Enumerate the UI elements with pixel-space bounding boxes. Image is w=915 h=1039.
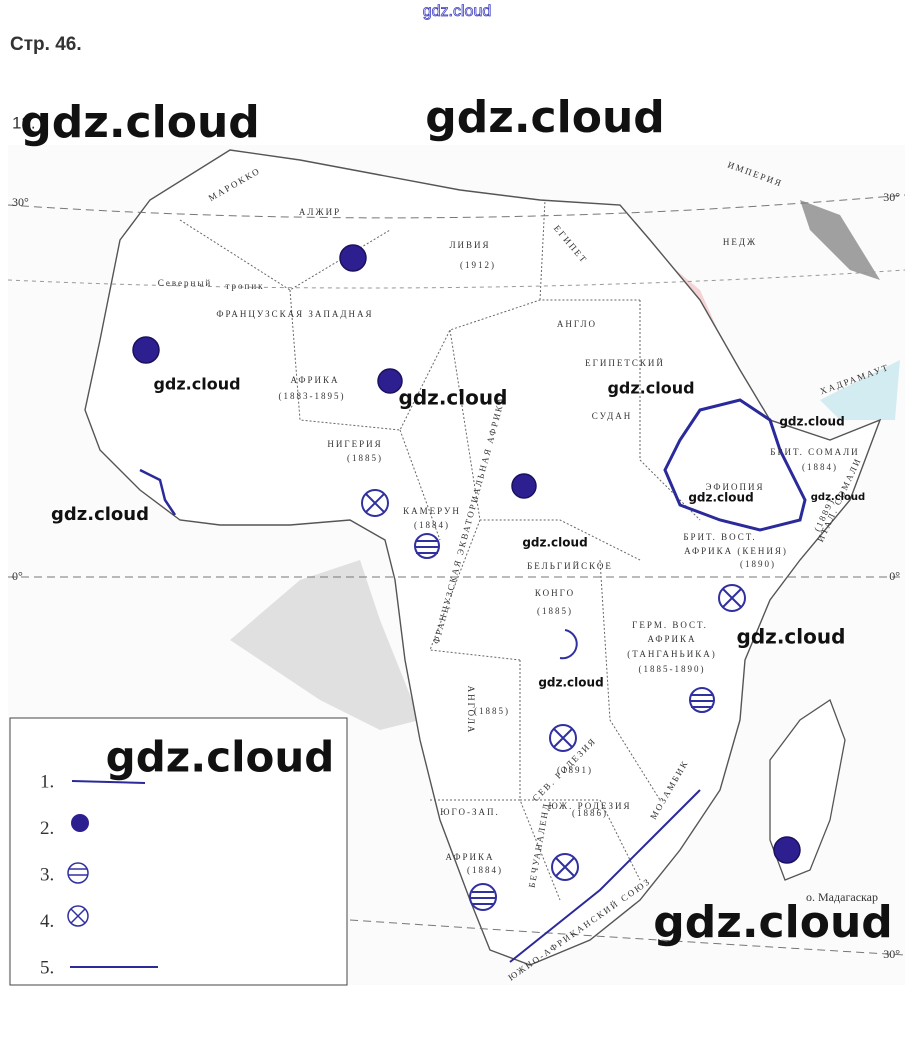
region-label: АФРИКА <box>290 375 339 385</box>
region-label: ЭФИОПИЯ <box>705 482 764 492</box>
legend-label: 1. <box>40 771 54 792</box>
watermark: gdz.cloud <box>653 897 893 948</box>
region-label: (1885) <box>537 606 573 616</box>
legend-label: 4. <box>40 911 54 932</box>
borders <box>179 199 701 901</box>
region-label: АФРИКА (КЕНИЯ) <box>684 546 788 556</box>
region-label: АФРИКА <box>647 634 696 644</box>
legend-label: 5. <box>40 957 54 978</box>
filled-marker <box>132 336 160 364</box>
filled-marker <box>339 244 367 272</box>
region-label: Северный <box>158 278 212 288</box>
watermark: gdz.cloud <box>51 504 149 525</box>
filled-marker <box>377 368 403 394</box>
region-label: АЛЖИР <box>299 207 341 217</box>
gulf-aden <box>820 360 900 420</box>
parallel-label: 30° <box>883 190 900 204</box>
island-label: о. Мадагаскар <box>806 890 878 904</box>
region-label: (1884) <box>802 462 838 472</box>
region-label: НИГЕРИЯ <box>327 439 382 449</box>
legend-filled <box>71 814 89 832</box>
page-number: Стр. 46. <box>10 34 82 55</box>
watermark: gdz.cloud <box>399 386 508 410</box>
watermark: gdz.cloud <box>20 97 260 148</box>
region-label: КАМЕРУН <box>403 506 461 516</box>
region-label: СУДАН <box>592 411 633 421</box>
crossed-marker <box>551 853 579 881</box>
crossed-marker <box>718 584 746 612</box>
watermark: gdz.cloud <box>153 375 240 394</box>
legend-box <box>9 717 348 986</box>
africa-outline <box>84 149 882 966</box>
parallel-label: 0° <box>12 569 23 583</box>
region-label: АНГЛО <box>557 319 597 329</box>
watermark: gdz.cloud <box>425 92 665 143</box>
region-label: (1884) <box>414 520 450 530</box>
region-label: ГЕРМ. ВОСТ. <box>632 620 708 630</box>
parallel-30n <box>7 194 906 219</box>
region-label: ЕГИПЕТСКИЙ <box>585 358 665 368</box>
filled-marker <box>511 473 537 499</box>
region-label: ЛИВИЯ <box>449 240 490 250</box>
watermark: gdz.cloud <box>737 625 846 649</box>
region-label: (1885) <box>474 706 510 716</box>
crossed-marker <box>549 724 577 752</box>
region-label: (1912) <box>460 260 496 270</box>
region-label: (1883-1895) <box>279 391 346 401</box>
region-label: (ТАНГАНЬИКА) <box>627 649 716 659</box>
region-label: ФРАНЦУЗСКАЯ ЗАПАДНАЯ <box>216 309 373 319</box>
legend: 1. 2. 3. 4. 5. <box>9 717 348 986</box>
watermark: gdz.cloud <box>811 492 865 503</box>
filled-marker <box>773 836 801 864</box>
region-label: БРИТ. СОМАЛИ <box>770 447 859 457</box>
legend-label: 3. <box>40 864 54 885</box>
striped-marker <box>469 883 497 911</box>
region-label: (1886) <box>572 808 608 818</box>
region-label: АФРИКА <box>445 852 494 862</box>
striped-marker <box>414 533 440 559</box>
legend-crossed <box>67 905 89 927</box>
region-label: БРИТ. ВОСТ. <box>683 532 756 542</box>
region-label: (1891) <box>557 765 593 775</box>
exercise-number: 13. <box>12 113 36 132</box>
parallel-label: 30° <box>883 947 900 961</box>
parallel-30s <box>349 919 906 956</box>
shading <box>230 560 420 730</box>
region-label: ЮЖ. РОДЕЗИЯ <box>548 801 631 811</box>
region-label: (1890) <box>740 559 776 569</box>
region-label: (1885) <box>347 453 383 463</box>
region-label: АНГОЛА <box>466 686 476 735</box>
region-label: НЕДЖ <box>723 237 757 247</box>
ethiopia-border <box>663 398 807 532</box>
gulf <box>800 200 880 280</box>
legend-label: 2. <box>40 818 54 839</box>
parallel-label: 0° <box>889 569 900 583</box>
region-label: ЮГО-ЗАП. <box>440 807 499 817</box>
watermark: gdz.cloud <box>538 676 603 690</box>
parallel-label: 30° <box>12 195 29 209</box>
striped-marker <box>689 687 715 713</box>
watermark: gdz.cloud <box>522 536 587 550</box>
watermark: gdz.cloud <box>607 379 694 398</box>
line-5 <box>509 789 701 963</box>
region-label: (1885-1890) <box>639 664 706 674</box>
partial-circle <box>559 629 578 660</box>
watermark: gdz.cloud <box>688 491 753 505</box>
legend-striped <box>67 862 89 884</box>
liberia-border <box>139 468 177 516</box>
crossed-marker <box>361 489 389 517</box>
region-label: тропик <box>225 281 264 291</box>
region-label: БЕЛЬГИЙСКОЕ <box>527 561 613 571</box>
watermark: gdz.cloud <box>106 733 335 782</box>
legend-line-1 <box>71 780 146 784</box>
tropic <box>7 269 906 289</box>
site-header: gdz.cloud <box>423 3 492 20</box>
watermark: gdz.cloud <box>779 415 844 429</box>
region-label: (1884) <box>467 865 503 875</box>
region-label: КОНГО <box>535 588 575 598</box>
